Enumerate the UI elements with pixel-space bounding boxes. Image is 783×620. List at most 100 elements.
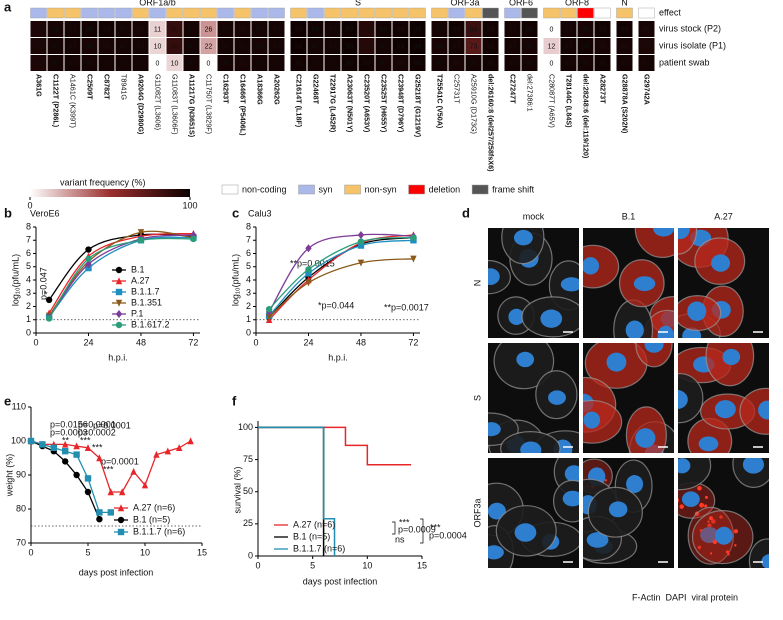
nucleus [583,411,601,429]
heat-cell [616,38,633,54]
cell-label: 97 [120,26,128,33]
cell-label: 97 [120,60,128,67]
marker [84,444,92,451]
cell-label: 97 [222,60,230,67]
cell-label: 91 [363,26,371,33]
cell-label: 94 [35,60,43,67]
mutation-label: A361G [35,74,44,97]
y-tick-label: 100 [11,435,26,445]
effect-cell [341,7,358,19]
nucleus [513,229,533,246]
micrograph [488,228,579,338]
effect-cell [183,7,200,19]
column-label: B.1 [622,211,636,221]
x-tick-label: 0 [28,547,33,557]
heat-cell [375,38,392,54]
cell-label: 99 [414,26,422,33]
cell-label: 97 [582,60,590,67]
mutation-label: C1122T (P286L) [52,74,61,128]
heat-cell [560,55,577,71]
cell-label: 97 [188,60,196,67]
marker [27,437,35,445]
micrograph [583,343,674,453]
heat-cell [358,55,375,71]
cell-label: 97 [120,43,128,50]
nucleus [653,228,674,237]
cell-label: 97 [621,60,629,67]
x-axis-label: h.p.i. [328,352,348,362]
cell-label: 97 [52,60,60,67]
cell-label: 97 [188,43,196,50]
colorbar [30,189,190,197]
nucleus [508,308,525,326]
effect-cell [465,7,482,19]
y-tick-label: 2 [246,301,251,311]
effect-cell [448,7,465,19]
cell-label: 96 [256,43,264,50]
mutation-label: G28878A (S202N) [621,74,630,134]
annotation: ns [395,534,405,544]
cell-label: 98 [86,26,94,33]
marker [73,442,80,450]
cell-label: 97 [222,43,230,50]
heat-cell [115,21,132,37]
mutation-label: G22468T [312,74,321,105]
heat-cell [132,55,149,71]
cell-label: 96 [621,43,629,50]
heat-cell [341,21,358,37]
nucleus [488,502,506,520]
nucleus [715,526,733,545]
heat-cell [560,21,577,37]
heat-cell [392,38,409,54]
y-tick-label: 5 [246,261,251,271]
legend-marker [117,504,125,512]
legend-marker [115,288,123,296]
effect-cell [594,7,611,19]
effect-cell [30,7,47,19]
cell-body [678,372,704,424]
y-axis-label: log₁₀(pfu/mL) [10,254,20,306]
row-label: patient swab [659,57,710,67]
marker [62,440,69,448]
marker [119,488,126,496]
annotation: **p=0.0017 [384,302,429,312]
heat-cell [290,55,307,71]
cell-label: 97 [273,43,281,50]
x-tick-label: 24 [303,337,313,347]
cell-label: 97 [188,26,196,33]
speckle [704,495,708,499]
effect-cell [392,7,409,19]
heat-cell [504,55,521,71]
heat-cell [465,38,482,54]
legend-label: B.1 (n=5) [133,514,170,524]
channel-label: viral protein [692,592,739,602]
mutation-label: T28144C (L84S) [565,74,574,128]
x-tick-label: 48 [136,337,146,347]
cell-label: 96 [397,60,405,67]
heat-cell [465,21,482,37]
x-tick-label: 10 [362,560,372,570]
cell-label: 98 [414,60,422,67]
heat-cell [251,38,268,54]
speckle [604,479,608,482]
marker [410,234,417,241]
row-label: virus isolate (P1) [659,40,726,50]
cell-label: 86 [171,26,179,33]
marker [85,246,92,253]
cell-body [583,399,623,444]
cell-label: 98 [312,26,320,33]
cell-label: 73 [470,43,478,50]
annotation: p=0.0002 [78,427,116,437]
x-tick-label: 0 [253,337,258,347]
cell-body [501,228,545,265]
cell-label: 98 [526,26,534,33]
panel-letter: e [4,393,11,408]
mutation-label: G11082T (L3606) [154,74,163,130]
legend-label: B.1.617.2 [131,319,170,329]
y-tick-label: 75 [243,454,253,464]
speckle [734,544,737,547]
annotation: p=0.0004 [429,530,467,540]
effect-cell [166,7,183,19]
cell-label: 97 [137,43,145,50]
speckle [709,516,713,521]
